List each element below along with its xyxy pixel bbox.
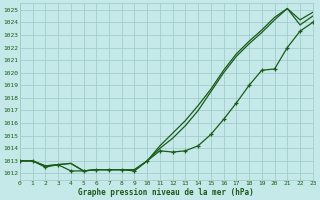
X-axis label: Graphe pression niveau de la mer (hPa): Graphe pression niveau de la mer (hPa) (78, 188, 254, 197)
